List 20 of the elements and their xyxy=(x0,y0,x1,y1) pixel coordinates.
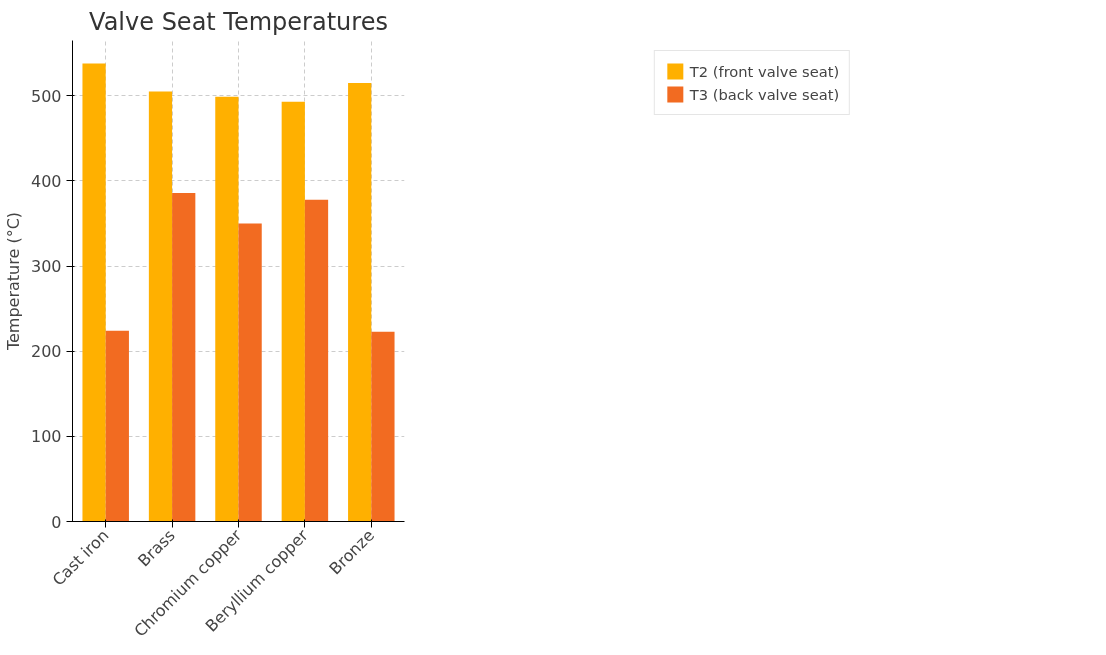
bar xyxy=(172,192,196,522)
bar xyxy=(238,223,262,522)
y-tick-label: 500 xyxy=(30,86,62,106)
legend-label: T2 (front valve seat) xyxy=(689,62,840,80)
bar xyxy=(281,101,305,522)
bar xyxy=(215,96,239,522)
y-tick-label: 0 xyxy=(51,512,62,532)
chart-title: Valve Seat Temperatures xyxy=(89,7,388,36)
y-tick-label: 100 xyxy=(30,427,62,447)
y-tick-label: 200 xyxy=(30,342,62,362)
bar xyxy=(105,330,129,522)
bar xyxy=(348,83,372,522)
bar xyxy=(82,63,106,522)
bar xyxy=(371,331,395,522)
y-axis-title: Temperature (°C) xyxy=(3,211,23,352)
y-tick-label: 300 xyxy=(30,257,62,277)
bar xyxy=(148,91,173,522)
bar xyxy=(304,199,329,522)
legend-label: T3 (back valve seat) xyxy=(689,85,840,103)
y-tick-label: 400 xyxy=(30,171,62,191)
